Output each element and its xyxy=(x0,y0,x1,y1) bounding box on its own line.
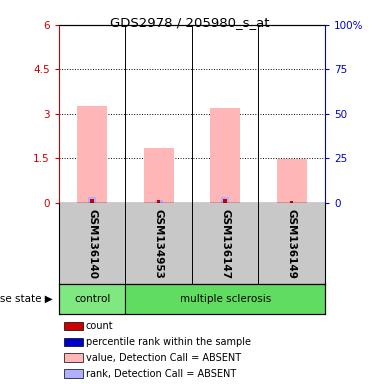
Bar xyxy=(59,284,125,314)
Bar xyxy=(221,197,229,203)
Bar xyxy=(64,353,83,362)
Text: rank, Detection Call = ABSENT: rank, Detection Call = ABSENT xyxy=(86,369,236,379)
Bar xyxy=(290,201,293,203)
Bar xyxy=(64,369,83,378)
Bar xyxy=(64,338,83,346)
Text: percentile rank within the sample: percentile rank within the sample xyxy=(86,337,250,347)
Bar xyxy=(210,108,240,203)
Text: count: count xyxy=(86,321,113,331)
Text: GSM136140: GSM136140 xyxy=(87,209,97,279)
Text: multiple sclerosis: multiple sclerosis xyxy=(179,294,271,304)
Text: GSM134953: GSM134953 xyxy=(154,209,164,279)
Text: value, Detection Call = ABSENT: value, Detection Call = ABSENT xyxy=(86,353,241,363)
Bar xyxy=(223,199,227,203)
Bar xyxy=(77,106,107,203)
Bar xyxy=(157,200,160,203)
Text: GSM136147: GSM136147 xyxy=(220,209,230,279)
Bar xyxy=(90,199,94,203)
Bar xyxy=(64,322,83,330)
Bar xyxy=(277,159,307,203)
Bar xyxy=(88,197,96,203)
Bar xyxy=(144,148,174,203)
Text: disease state ▶: disease state ▶ xyxy=(0,294,52,304)
Text: control: control xyxy=(74,294,110,304)
Bar xyxy=(155,200,163,203)
Text: GDS2978 / 205980_s_at: GDS2978 / 205980_s_at xyxy=(110,16,270,29)
Text: GSM136149: GSM136149 xyxy=(287,209,297,279)
Bar xyxy=(125,284,325,314)
